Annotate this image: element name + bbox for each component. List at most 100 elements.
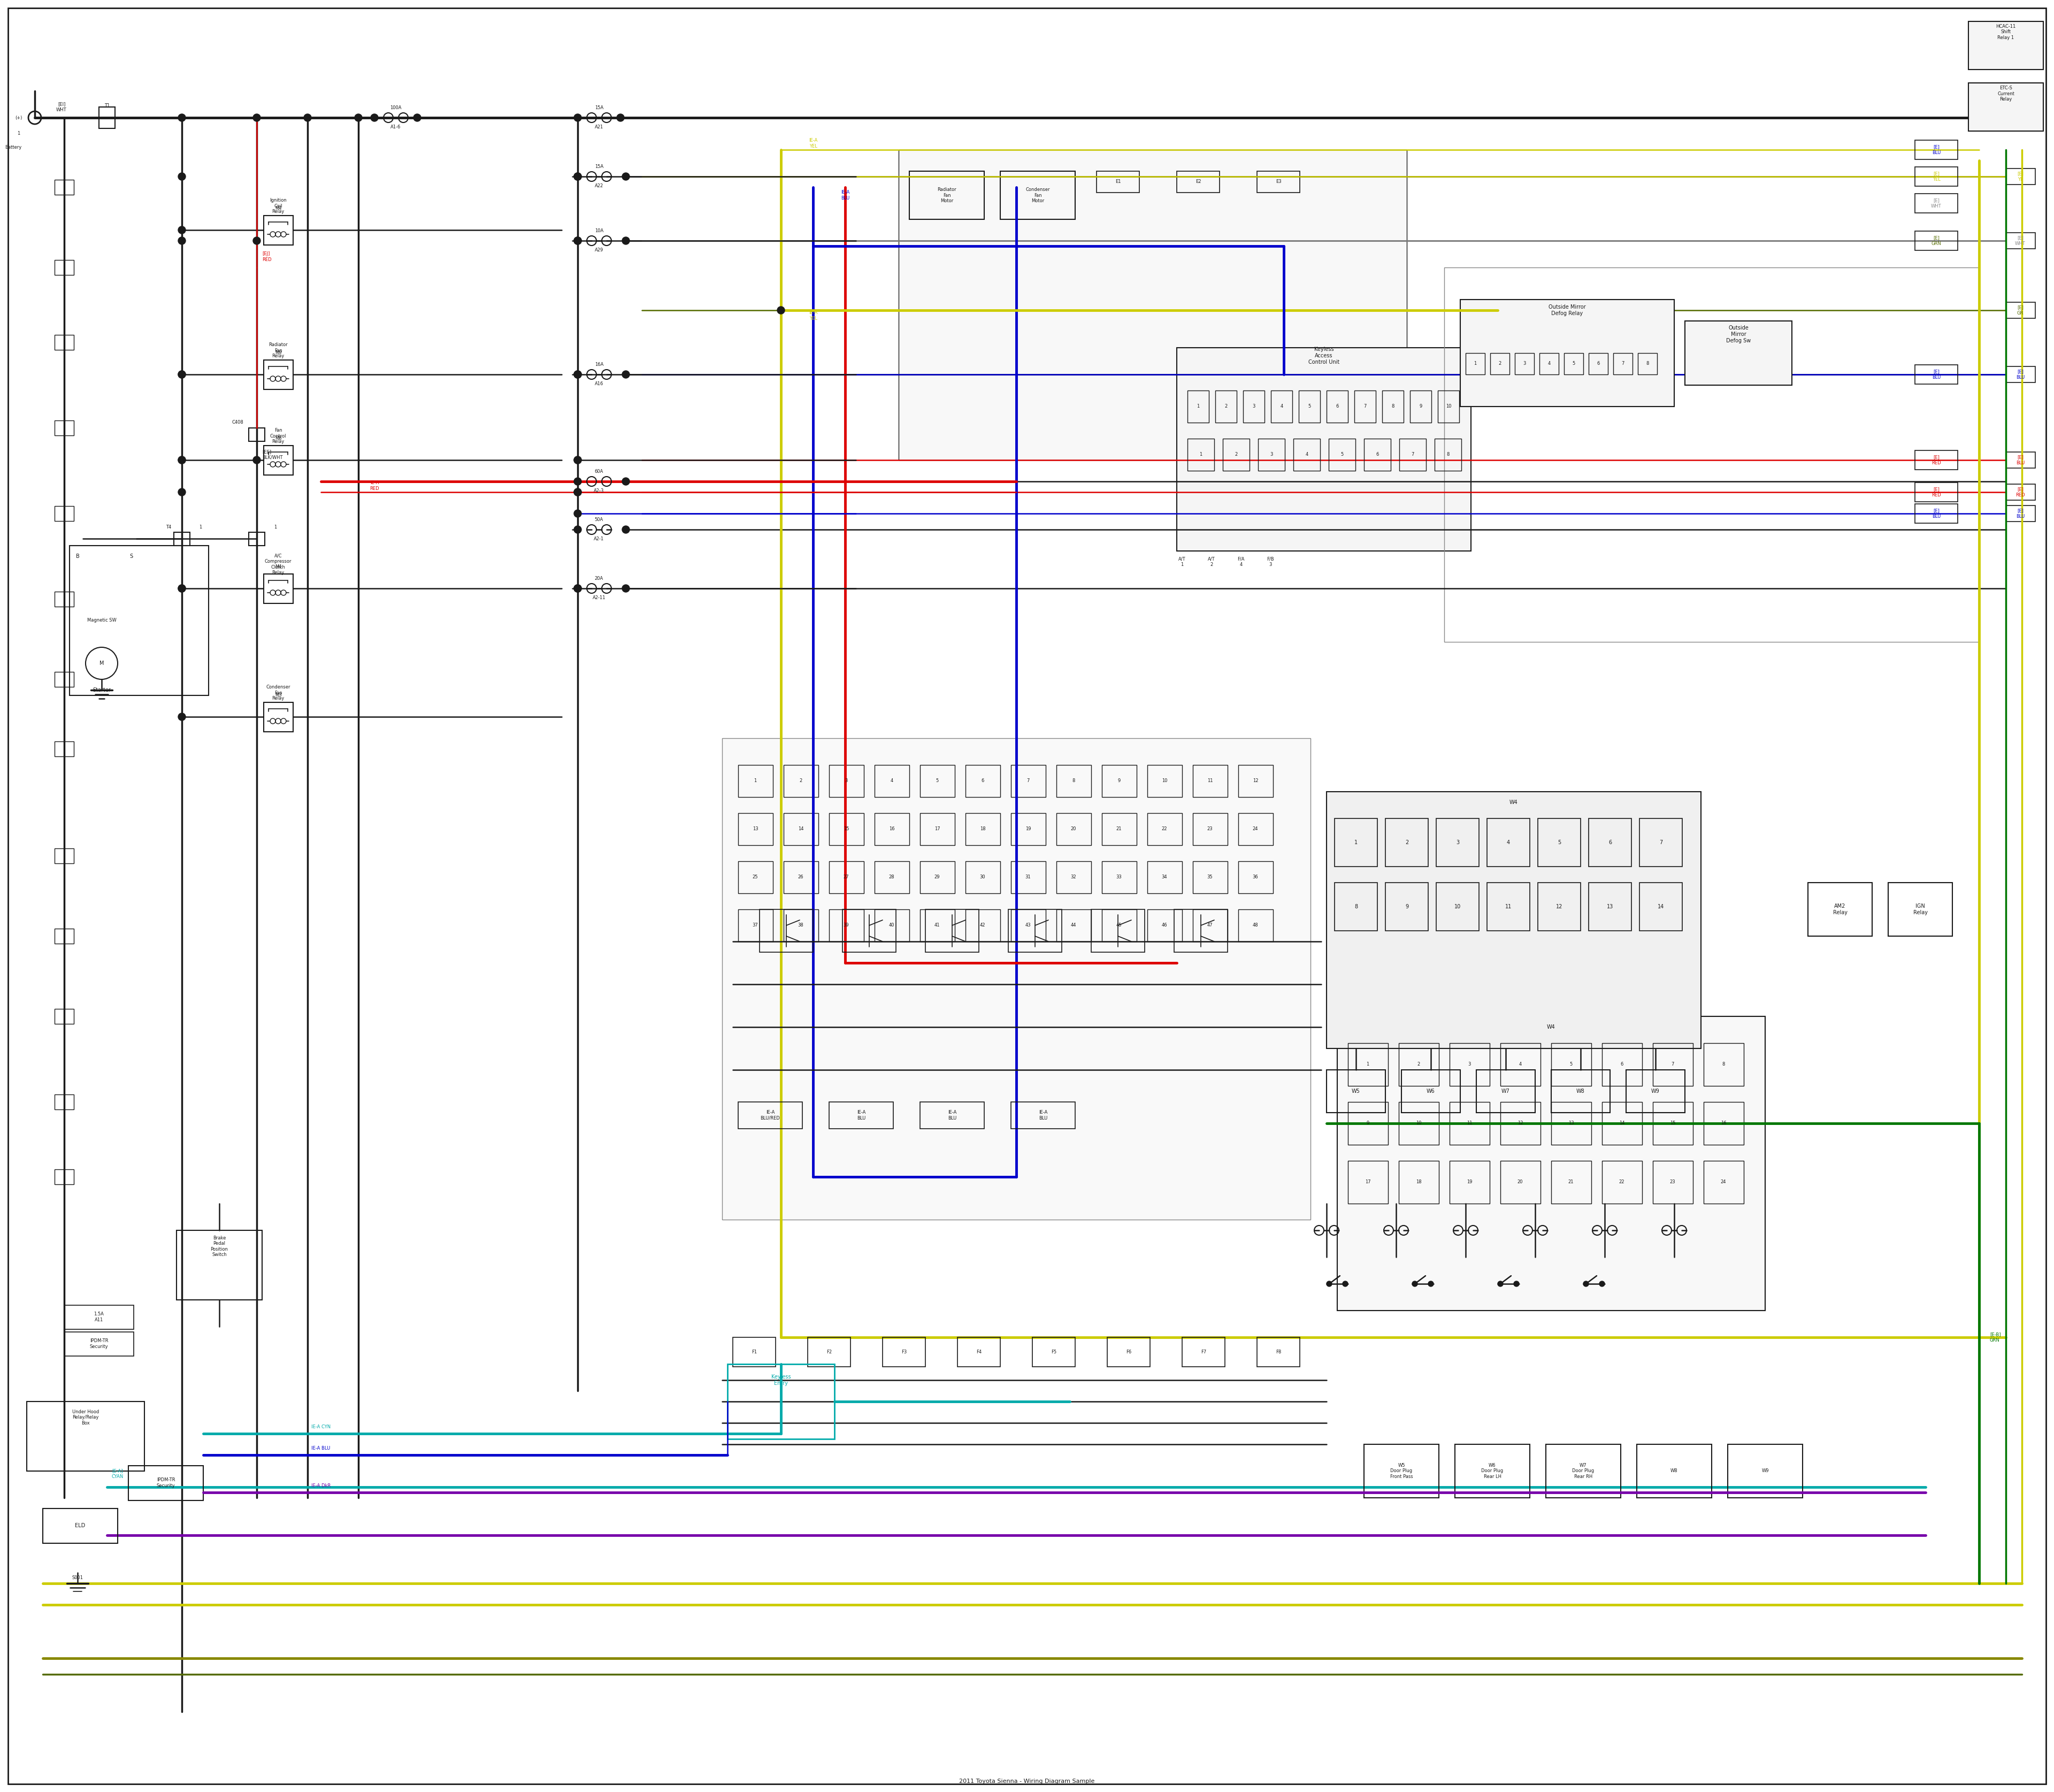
Text: 10: 10 xyxy=(1163,778,1167,783)
Bar xyxy=(1148,814,1183,846)
Bar xyxy=(1183,1337,1224,1367)
Text: 8: 8 xyxy=(1446,452,1450,457)
Bar xyxy=(2007,233,2036,249)
Bar xyxy=(1382,391,1403,423)
Bar xyxy=(1101,862,1136,894)
Circle shape xyxy=(622,478,631,486)
Text: Outside
Mirror
Defog Sw: Outside Mirror Defog Sw xyxy=(1725,326,1750,344)
Text: 20: 20 xyxy=(1070,826,1076,831)
Text: 35: 35 xyxy=(1208,874,1212,880)
Bar xyxy=(1148,909,1183,941)
Text: [E-A]
CYAN: [E-A] CYAN xyxy=(111,1468,123,1478)
Bar xyxy=(263,573,294,604)
Text: Under Hood
Relay/Relay
Box: Under Hood Relay/Relay Box xyxy=(72,1410,99,1425)
Text: [EJ]
RED: [EJ] RED xyxy=(263,251,271,262)
Bar xyxy=(1298,391,1321,423)
Bar xyxy=(1347,1102,1389,1145)
Bar xyxy=(1193,765,1228,797)
Text: IE-A
BLU: IE-A BLU xyxy=(857,1109,865,1120)
Bar xyxy=(1399,439,1425,471)
Bar xyxy=(1239,862,1273,894)
Text: [E]
YEL: [E] YEL xyxy=(1933,172,1941,181)
Bar xyxy=(263,702,294,731)
Bar xyxy=(1612,353,1633,375)
Text: 14: 14 xyxy=(797,826,803,831)
Bar xyxy=(2007,505,2036,521)
Bar xyxy=(1239,814,1273,846)
Text: 2011 Toyota Sienna - Wiring Diagram Sample: 2011 Toyota Sienna - Wiring Diagram Samp… xyxy=(959,1779,1095,1785)
Text: Radiator
Fan
Relay: Radiator Fan Relay xyxy=(269,342,288,358)
Bar xyxy=(785,814,817,846)
Bar xyxy=(1271,391,1292,423)
Bar xyxy=(1551,1070,1610,1113)
Bar xyxy=(1551,1043,1592,1086)
Bar xyxy=(177,1231,263,1299)
Text: 22: 22 xyxy=(1163,826,1167,831)
Text: 14: 14 xyxy=(1619,1122,1625,1125)
Text: A/T
2: A/T 2 xyxy=(1208,557,1216,566)
Bar xyxy=(1056,909,1091,941)
Text: A/C
Compressor
Clutch
Relay: A/C Compressor Clutch Relay xyxy=(265,554,292,575)
Text: IE-A
BLU: IE-A BLU xyxy=(1039,1109,1048,1120)
Bar xyxy=(175,532,189,545)
Text: 23: 23 xyxy=(1670,1179,1676,1185)
Text: 1: 1 xyxy=(754,778,756,783)
Text: W7
Door Plug
Rear RH: W7 Door Plug Rear RH xyxy=(1571,1462,1594,1478)
Text: W8: W8 xyxy=(1670,1469,1678,1473)
Text: T4: T4 xyxy=(166,525,170,529)
Bar xyxy=(55,848,74,864)
Bar xyxy=(1193,814,1228,846)
Bar xyxy=(1056,862,1091,894)
Bar xyxy=(2007,452,2036,468)
Circle shape xyxy=(179,713,185,720)
Text: [E]
RED: [E] RED xyxy=(2015,487,2025,498)
Bar xyxy=(1888,883,1953,935)
Bar xyxy=(1914,167,1957,186)
Bar xyxy=(1177,348,1471,550)
Text: 7: 7 xyxy=(1621,362,1625,366)
Text: 10: 10 xyxy=(1454,903,1460,909)
Bar xyxy=(1551,1102,1592,1145)
Circle shape xyxy=(573,489,581,496)
Text: 8: 8 xyxy=(1072,778,1074,783)
Bar xyxy=(249,428,265,441)
Bar xyxy=(1193,862,1228,894)
Bar xyxy=(1101,814,1136,846)
Bar xyxy=(1487,883,1530,930)
Bar xyxy=(263,446,294,475)
Bar xyxy=(55,928,74,944)
Text: 3: 3 xyxy=(1522,362,1526,366)
Text: 2: 2 xyxy=(1224,405,1228,409)
Circle shape xyxy=(573,237,581,244)
Circle shape xyxy=(1584,1281,1588,1287)
Circle shape xyxy=(573,115,581,122)
Text: 6: 6 xyxy=(1621,1063,1623,1066)
Bar xyxy=(1491,353,1510,375)
Bar xyxy=(1914,504,1957,523)
Bar xyxy=(1239,765,1273,797)
Text: 6: 6 xyxy=(1376,452,1378,457)
Bar xyxy=(737,814,772,846)
Text: C408: C408 xyxy=(232,419,242,425)
Text: 6: 6 xyxy=(1608,840,1612,846)
Text: 1: 1 xyxy=(16,131,21,136)
Circle shape xyxy=(179,371,185,378)
Text: W9: W9 xyxy=(1651,1088,1660,1093)
Bar xyxy=(55,1095,74,1109)
Bar xyxy=(1653,1102,1692,1145)
Text: Brake
Pedal
Position
Switch: Brake Pedal Position Switch xyxy=(210,1236,228,1258)
Text: 5: 5 xyxy=(1341,452,1343,457)
Circle shape xyxy=(573,172,581,181)
Text: S001: S001 xyxy=(72,1575,82,1581)
Circle shape xyxy=(179,584,185,591)
Bar xyxy=(1033,1337,1074,1367)
Text: Ignition
Coil
Relay: Ignition Coil Relay xyxy=(269,197,288,213)
Bar xyxy=(920,909,955,941)
Text: F3: F3 xyxy=(902,1349,906,1355)
Text: 39: 39 xyxy=(844,923,848,928)
Bar xyxy=(1444,267,1980,642)
Bar xyxy=(1477,1070,1534,1113)
Bar xyxy=(1000,172,1074,219)
Text: W6
Door Plug
Rear LH: W6 Door Plug Rear LH xyxy=(1481,1462,1504,1478)
Bar xyxy=(1914,194,1957,213)
